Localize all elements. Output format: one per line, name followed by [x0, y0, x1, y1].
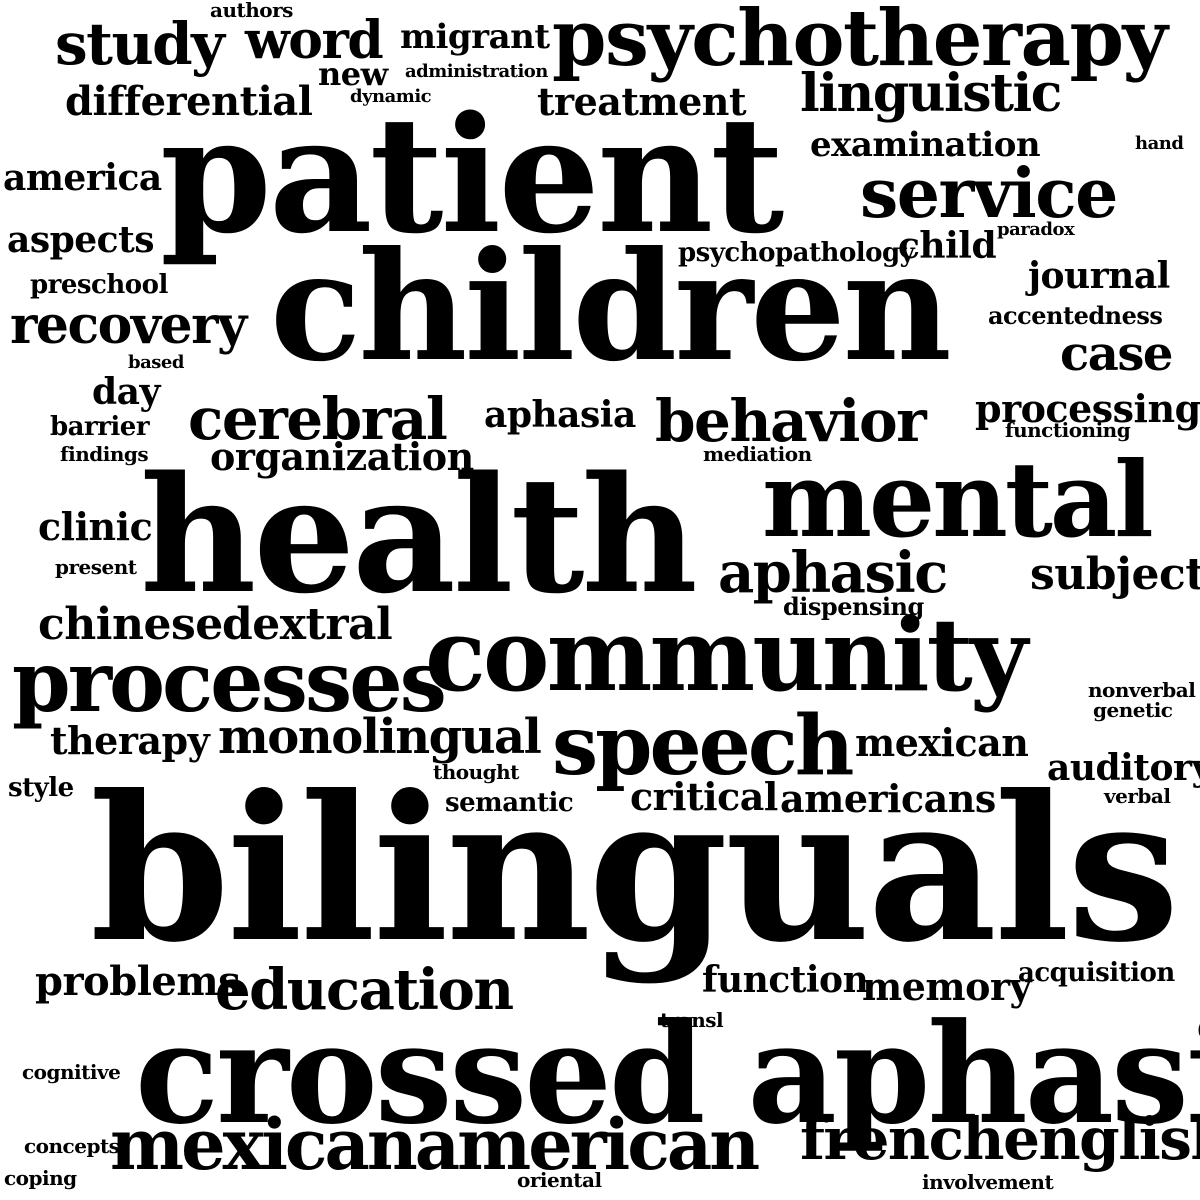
word-psychotherapy: psychotherapy: [552, 0, 1168, 84]
word-aphasic: aphasic: [718, 540, 948, 606]
word-clinic: clinic: [38, 504, 153, 549]
word-findings: findings: [60, 442, 149, 466]
word-examination: examination: [810, 125, 1041, 165]
word-cognitive: cognitive: [22, 1060, 121, 1084]
word-case: case: [1060, 326, 1173, 382]
word-barrier: barrier: [50, 412, 150, 442]
word-coping: coping: [4, 1166, 77, 1190]
word-auditory: auditory: [1047, 747, 1200, 789]
word-dynamic: dynamic: [350, 86, 432, 107]
word-style: style: [8, 773, 74, 803]
word-patient: patient: [160, 81, 784, 269]
word-organization: organization: [210, 434, 474, 479]
word-function: function: [702, 959, 869, 1001]
word-speech: speech: [552, 698, 854, 794]
word-community: community: [425, 596, 1028, 714]
word-day: day: [92, 371, 160, 413]
word-dispensing: dispensing: [783, 592, 924, 621]
word-education: education: [215, 957, 514, 1023]
word-critical: critical: [630, 774, 778, 819]
word-therapy: therapy: [50, 718, 210, 763]
word-nonverbal: nonverbal: [1088, 678, 1196, 702]
word-bilinguals: bilinguals: [90, 752, 1180, 987]
word-mexicanamerican: mexicanamerican: [110, 1103, 760, 1186]
word-transl: transl: [660, 1008, 724, 1032]
word-administration: administration: [405, 61, 548, 82]
word-americans: americans: [780, 776, 996, 821]
word-hand: hand: [1135, 133, 1184, 154]
word-child: child: [898, 225, 997, 267]
word-behavior: behavior: [655, 387, 927, 455]
word-concepts: concepts: [24, 1134, 120, 1158]
word-service: service: [860, 154, 1118, 234]
word-america: america: [3, 157, 162, 199]
word-monolingual: monolingual: [218, 709, 542, 765]
word-journal: journal: [1028, 255, 1170, 297]
word-present: present: [55, 555, 137, 579]
word-psychopathology: psychopathology: [678, 238, 915, 268]
word-genetic: genetic: [1093, 698, 1173, 722]
word-memory: memory: [862, 964, 1032, 1009]
word-processing: processing: [975, 386, 1200, 431]
word-authors: authors: [210, 0, 293, 22]
word-preschool: preschool: [30, 270, 168, 300]
word-aspects: aspects: [7, 219, 155, 261]
word-health: health: [140, 441, 698, 629]
word-linguistic: linguistic: [800, 63, 1062, 124]
word-crossed-aphasia: crossed aphasia: [135, 992, 1200, 1155]
word-mental: mental: [762, 438, 1154, 561]
word-dextral: dextral: [222, 599, 393, 650]
word-semantic: semantic: [445, 788, 574, 818]
word-cerebral: cerebral: [188, 385, 448, 453]
word-differential: differential: [65, 78, 313, 125]
word-processes: processes: [12, 632, 447, 731]
word-accentedness: accentedness: [988, 301, 1163, 330]
word-treatment: treatment: [537, 79, 747, 124]
word-paradox: paradox: [997, 219, 1075, 240]
word-mexican: mexican: [855, 720, 1029, 765]
word-subject: subject: [1030, 549, 1200, 600]
word-oriental: oriental: [517, 1168, 602, 1192]
word-word: word: [245, 10, 384, 71]
word-problems: problems: [35, 958, 241, 1005]
word-migrant: migrant: [400, 17, 550, 57]
word-acquisition: acquisition: [1018, 958, 1175, 988]
word-verbal: verbal: [1104, 784, 1171, 808]
word-frenchenglish: frenchenglish: [800, 1105, 1200, 1173]
word-based: based: [128, 352, 184, 373]
word-aphasia-small: aphasia: [484, 394, 636, 436]
word-recovery: recovery: [10, 295, 247, 356]
word-involvement: involvement: [922, 1170, 1054, 1194]
word-children: children: [270, 219, 952, 395]
word-chinese: chinese: [38, 599, 223, 650]
word-mediation: mediation: [703, 442, 812, 466]
word-new: new: [318, 55, 388, 93]
word-thought: thought: [433, 760, 519, 784]
word-functioning: functioning: [1005, 418, 1131, 442]
word-study: study: [55, 10, 225, 78]
